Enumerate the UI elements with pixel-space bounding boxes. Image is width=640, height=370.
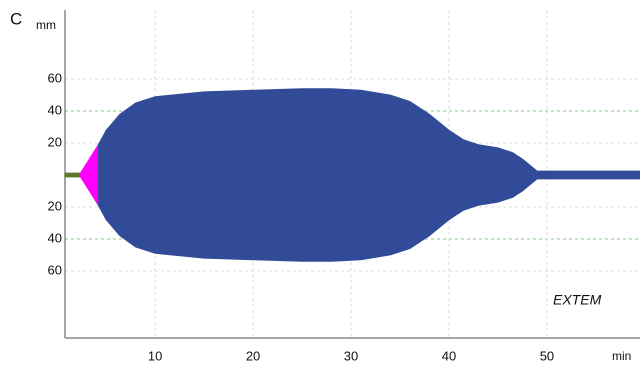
x-tick-label: 50 xyxy=(540,348,554,363)
y-tick-label: 40 xyxy=(48,230,62,245)
y-tick-label: 60 xyxy=(48,70,62,85)
y-tick-label: 60 xyxy=(48,262,62,277)
x-tick-label: 30 xyxy=(344,348,358,363)
x-tick-label: 40 xyxy=(442,348,456,363)
x-tick-label: 20 xyxy=(246,348,260,363)
trace-upper xyxy=(97,88,640,176)
y-tick-label: 20 xyxy=(48,134,62,149)
trace-lower xyxy=(97,174,640,262)
trace-lower xyxy=(64,174,81,178)
panel-label: C xyxy=(10,9,22,28)
x-axis-label: min xyxy=(612,349,631,363)
y-tick-label: 40 xyxy=(48,102,62,117)
y-tick-label: 20 xyxy=(48,198,62,213)
x-tick-label: 10 xyxy=(148,348,162,363)
annotation: EXTEM xyxy=(553,292,602,308)
y-axis-label: mm xyxy=(36,18,56,32)
